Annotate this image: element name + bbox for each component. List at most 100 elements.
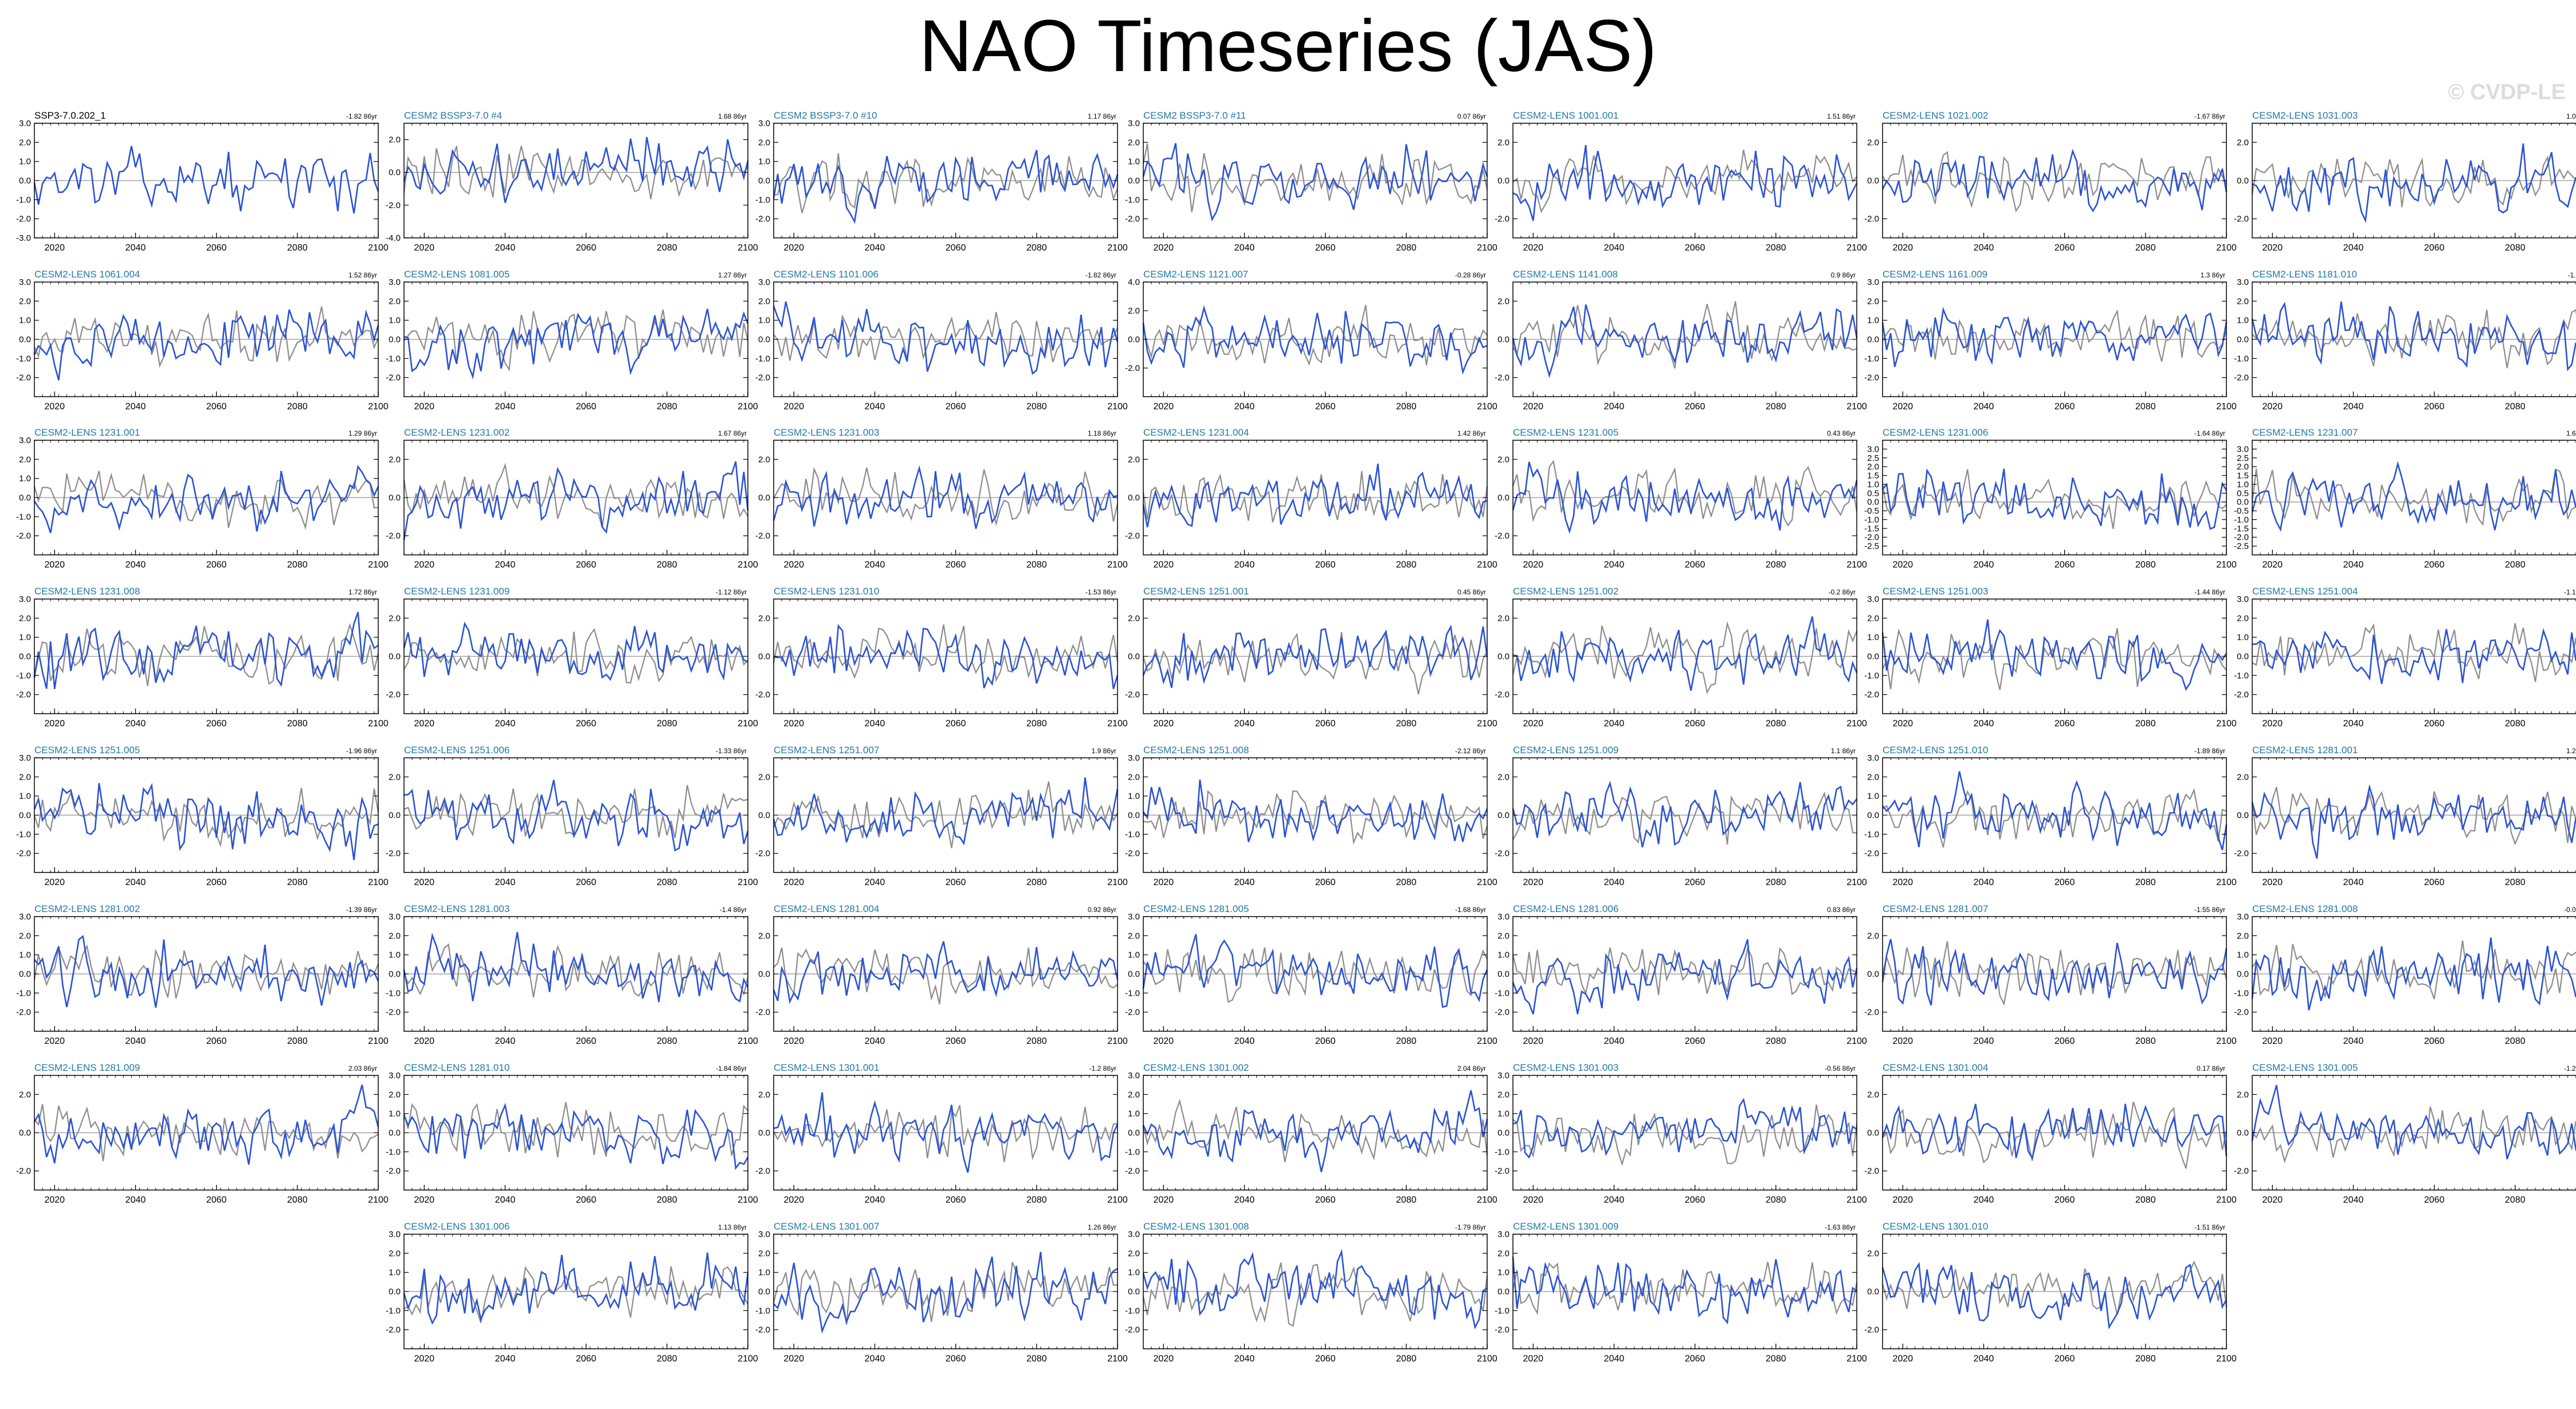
x-tick-label: 2040 [2343, 1195, 2364, 1205]
x-tick-label: 2080 [1396, 1354, 1417, 1364]
y-tick-label: 3.0 [1867, 444, 1879, 454]
y-tick-label: -1.0 [1125, 829, 1140, 839]
panel-43: CESM2-LENS 1281.010 -1.84 86yr 3.0 2.0 1.0 0.… [386, 1062, 758, 1205]
x-tick-label: 2100 [738, 560, 758, 570]
x-tick-label: 2060 [1685, 243, 1705, 253]
x-tick-label: 2080 [1766, 560, 1786, 570]
x-tick-label: 2100 [1477, 1195, 1497, 1205]
y-tick-label: 2.0 [1867, 931, 1879, 941]
panel-title: CESM2-LENS 1021.002 [1883, 110, 1988, 121]
x-tick-label: 2100 [2216, 1036, 2237, 1046]
x-tick-label: 2080 [2135, 243, 2156, 253]
y-tick-label: 1.0 [1497, 950, 1509, 960]
panel-0: SSP3-7.0.202_1 -1.82 86yr 3.0 2.0 1.0 0.0 -1.0… [16, 110, 389, 253]
y-tick-label: 0.0 [19, 811, 31, 820]
panel-title: CESM2-LENS 1301.006 [404, 1221, 509, 1232]
x-tick-label: 2020 [783, 1195, 804, 1205]
x-tick-label: 2020 [44, 1036, 65, 1046]
y-tick-label: -1.0 [755, 354, 770, 363]
trend-label: -1.82 86yr [346, 112, 377, 120]
model-series-line [33, 1085, 379, 1165]
y-tick-label: 3.0 [1497, 1230, 1509, 1239]
model-series-line [403, 780, 749, 852]
x-tick-label: 2020 [1523, 243, 1543, 253]
x-tick-label: 2020 [1892, 402, 1913, 412]
x-tick-label: 2060 [2054, 878, 2075, 887]
y-tick-label: 0.0 [758, 493, 770, 503]
y-tick-label: 0.0 [758, 1287, 770, 1297]
y-tick-label: 1.0 [19, 950, 31, 960]
x-tick-label: 2020 [783, 402, 804, 412]
y-tick-label: 2.0 [1128, 931, 1140, 941]
x-tick-label: 2080 [1026, 1354, 1047, 1364]
y-tick-label: -2.0 [1864, 849, 1879, 859]
y-tick-label: 2.0 [389, 1248, 401, 1258]
y-tick-label: -2.0 [1864, 690, 1879, 700]
obs-series-line [2252, 940, 2576, 1000]
x-tick-label: 2080 [1766, 1195, 1786, 1205]
x-tick-label: 2080 [2505, 402, 2526, 412]
y-tick-label: 0.0 [1128, 1128, 1140, 1138]
x-tick-label: 2040 [1234, 878, 1255, 887]
x-tick-label: 2020 [414, 402, 434, 412]
x-tick-label: 2020 [1523, 719, 1543, 729]
x-tick-label: 2060 [946, 560, 966, 570]
obs-series-line [1882, 628, 2227, 690]
x-tick-label: 2080 [657, 719, 677, 729]
model-series-line [2251, 461, 2576, 532]
y-tick-label: -1.0 [2234, 988, 2249, 998]
y-tick-label: 2.0 [758, 613, 770, 623]
y-tick-label: 0.0 [2237, 1128, 2249, 1138]
x-tick-label: 2080 [657, 560, 677, 570]
x-tick-label: 2020 [783, 1036, 804, 1046]
y-tick-label: 2.0 [1497, 613, 1509, 623]
y-tick-label: -2.0 [386, 1008, 401, 1017]
x-tick-label: 2100 [2216, 1195, 2237, 1205]
trend-label: -1.67 86yr [2194, 112, 2225, 120]
trend-label: -1.9 86yr [2568, 271, 2576, 279]
y-tick-label: -2.0 [16, 690, 31, 700]
obs-series-line [2252, 1106, 2576, 1164]
trend-label: -1.25 86yr [2564, 1064, 2576, 1073]
x-tick-label: 2100 [1477, 243, 1497, 253]
panel-44: CESM2-LENS 1301.001 -1.2 86yr 2.0 0.0 -2.0 20… [755, 1062, 1128, 1205]
y-tick-label: -1.0 [386, 1147, 401, 1157]
x-tick-label: 2020 [414, 1354, 434, 1364]
trend-label: 1.08 86yr [2566, 112, 2576, 120]
x-tick-label: 2100 [2216, 1354, 2237, 1364]
x-tick-label: 2100 [1477, 1354, 1497, 1364]
y-tick-label: 2.0 [19, 772, 31, 782]
x-tick-label: 2060 [1315, 560, 1336, 570]
y-tick-label: -1.0 [1495, 1147, 1509, 1157]
y-tick-label: 0.0 [1497, 176, 1509, 186]
y-tick-label: 2.0 [19, 296, 31, 306]
y-tick-label: 2.0 [389, 296, 401, 306]
x-tick-label: 2060 [206, 719, 227, 729]
trend-label: -1.53 86yr [1085, 588, 1116, 596]
trend-label: 1.17 86yr [1088, 112, 1116, 120]
y-tick-label: -2.0 [386, 373, 401, 383]
x-tick-label: 2060 [576, 1036, 597, 1046]
trend-label: 1.27 86yr [718, 271, 747, 279]
y-tick-label: 2.0 [19, 613, 31, 623]
x-tick-label: 2060 [2054, 1036, 2075, 1046]
y-tick-label: 1.0 [1867, 316, 1879, 326]
model-series-line [1881, 1103, 2228, 1160]
y-tick-label: 2.0 [1867, 462, 1879, 472]
panel-9: CESM2-LENS 1101.006 -1.82 86yr 3.0 2.0 1.0 0.… [755, 269, 1128, 412]
panel-title: CESM2-LENS 1301.002 [1143, 1062, 1249, 1073]
x-tick-label: 2040 [1234, 719, 1255, 729]
x-tick-label: 2100 [368, 1195, 389, 1205]
model-series-line [1142, 1248, 1488, 1330]
model-series-line [33, 464, 379, 534]
x-tick-label: 2060 [2424, 243, 2445, 253]
panel-title: CESM2-LENS 1301.008 [1143, 1221, 1249, 1232]
x-tick-label: 2100 [1107, 243, 1128, 253]
panel-title: CESM2-LENS 1251.001 [1143, 586, 1249, 597]
x-tick-label: 2040 [2343, 719, 2364, 729]
y-tick-label: 2.0 [1867, 1090, 1879, 1099]
y-tick-label: 1.0 [19, 633, 31, 643]
x-tick-label: 2080 [1766, 1036, 1786, 1046]
obs-series-line [1882, 1101, 2228, 1169]
model-series-line [1881, 939, 2228, 1006]
